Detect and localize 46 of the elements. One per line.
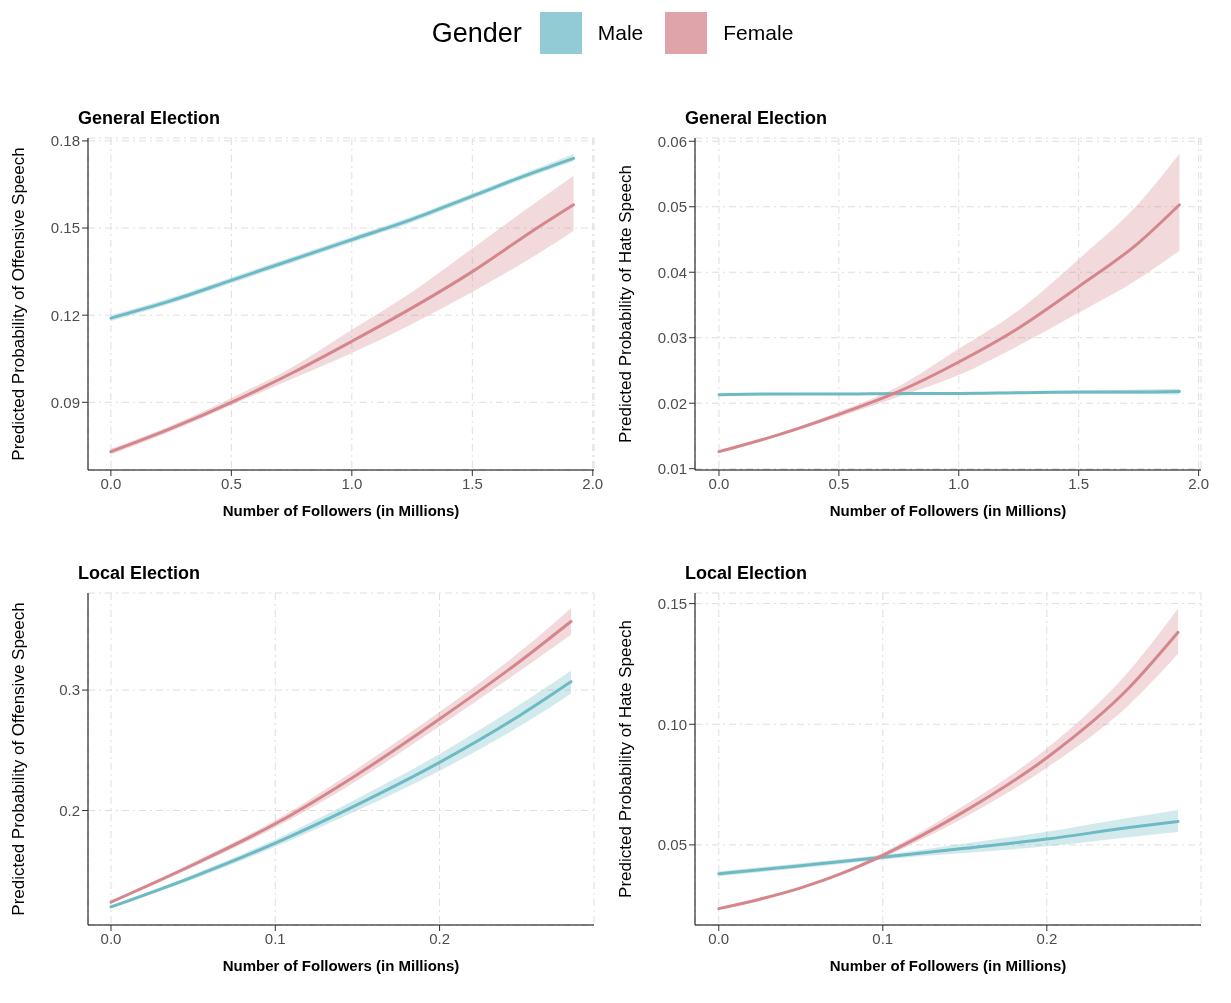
legend-label: Female	[723, 21, 794, 45]
y-axis-title: Predicted Probability of Offensive Speech	[9, 147, 29, 461]
x-tick-label: 0.0	[708, 474, 730, 492]
x-tick-label: 0.2	[1036, 929, 1058, 947]
x-tick-label: 2.0	[582, 474, 604, 492]
chart-title: Local Election	[685, 563, 808, 584]
y-tick-label: 0.18	[50, 132, 80, 150]
x-tick-label: 1.5	[1068, 474, 1090, 492]
x-tick-label: 0.5	[220, 474, 242, 492]
y-tick-label: 0.12	[50, 306, 80, 324]
x-axis-title: Number of Followers (in Millions)	[829, 502, 1067, 519]
y-tick-label: 0.05	[657, 836, 687, 854]
y-tick-label: 0.09	[50, 393, 80, 411]
legend-title: Gender	[431, 17, 522, 49]
y-tick-label: 0.3	[59, 681, 80, 699]
x-tick-label: 0.0	[100, 929, 122, 947]
y-axis-title: Predicted Probability of Hate Speech	[616, 165, 636, 443]
chart-title: General Election	[685, 108, 828, 129]
y-tick-label: 0.15	[50, 219, 80, 237]
y-tick-label: 0.04	[657, 263, 687, 281]
y-tick-label: 0.06	[657, 132, 687, 150]
y-axis-title: Predicted Probability of Hate Speech	[616, 620, 636, 898]
y-tick-label: 0.03	[657, 329, 687, 347]
x-axis-title: Number of Followers (in Millions)	[222, 957, 460, 974]
y-tick-label: 0.01	[657, 460, 687, 478]
y-tick-label: 0.10	[657, 715, 687, 733]
x-tick-label: 0.0	[100, 474, 122, 492]
x-tick-label: 1.0	[341, 474, 363, 492]
chart-title: General Election	[78, 108, 221, 129]
x-tick-label: 0.1	[264, 929, 286, 947]
y-tick-label: 0.2	[59, 801, 80, 819]
chart-title: Local Election	[78, 563, 201, 584]
x-tick-label: 1.0	[948, 474, 970, 492]
y-tick-label: 0.02	[657, 394, 687, 412]
x-tick-label: 1.5	[461, 474, 483, 492]
x-tick-label: 0.0	[708, 929, 730, 947]
y-tick-label: 0.05	[657, 198, 687, 216]
x-tick-label: 0.2	[429, 929, 450, 947]
x-tick-label: 2.0	[1188, 474, 1210, 492]
x-axis-title: Number of Followers (in Millions)	[222, 502, 460, 519]
x-tick-label: 0.1	[872, 929, 894, 947]
y-axis-title: Predicted Probability of Offensive Speech	[9, 602, 29, 916]
x-axis-title: Number of Followers (in Millions)	[829, 957, 1067, 974]
y-tick-label: 0.15	[657, 594, 687, 612]
x-tick-label: 0.5	[828, 474, 850, 492]
legend-label: Male	[597, 21, 644, 45]
